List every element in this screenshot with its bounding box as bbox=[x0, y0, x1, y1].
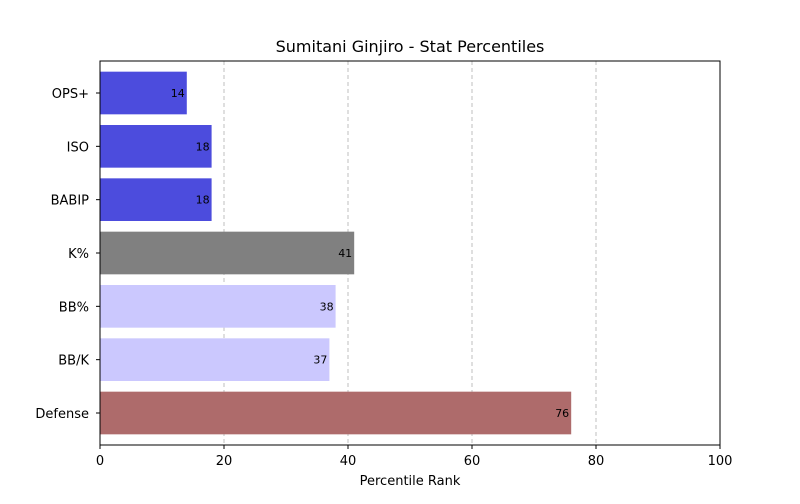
x-tick-label: 100 bbox=[708, 454, 733, 469]
data-label: 18 bbox=[196, 194, 210, 207]
x-tick-label: 60 bbox=[464, 454, 481, 469]
y-axis-ticks: OPS+ ISO BABIP K% BB% BB/K Defense bbox=[35, 87, 100, 422]
bars bbox=[100, 71, 572, 435]
x-tick-label: 20 bbox=[216, 454, 233, 469]
x-tick-label: 40 bbox=[340, 454, 357, 469]
bar-k- bbox=[100, 231, 355, 275]
x-axis-ticks: 0 20 40 60 80 100 bbox=[96, 445, 733, 469]
data-label: 37 bbox=[313, 354, 327, 367]
y-tick-label: BB% bbox=[59, 300, 89, 315]
chart-title: Sumitani Ginjiro - Stat Percentiles bbox=[276, 37, 545, 56]
x-axis-label: Percentile Rank bbox=[360, 474, 461, 489]
y-tick-label: BB/K bbox=[58, 354, 89, 369]
y-tick-label: ISO bbox=[67, 140, 89, 155]
data-labels: 14 18 18 41 38 37 76 bbox=[171, 87, 569, 420]
x-tick-label: 0 bbox=[96, 454, 104, 469]
y-tick-label: K% bbox=[68, 247, 89, 262]
y-tick-label: Defense bbox=[35, 407, 89, 422]
bar-iso bbox=[100, 125, 212, 168]
data-label: 18 bbox=[196, 140, 210, 153]
y-tick-label: OPS+ bbox=[52, 87, 89, 102]
bar-bb-k bbox=[100, 338, 330, 381]
bar-bb- bbox=[100, 285, 336, 328]
data-label: 76 bbox=[555, 407, 569, 420]
data-label: 38 bbox=[320, 300, 334, 313]
data-label: 41 bbox=[338, 247, 352, 260]
data-label: 14 bbox=[171, 87, 185, 100]
bar-defense bbox=[100, 391, 572, 435]
bar-babip bbox=[100, 178, 212, 221]
y-tick-label: BABIP bbox=[51, 194, 90, 209]
bar-ops- bbox=[100, 71, 187, 115]
x-tick-label: 80 bbox=[588, 454, 605, 469]
